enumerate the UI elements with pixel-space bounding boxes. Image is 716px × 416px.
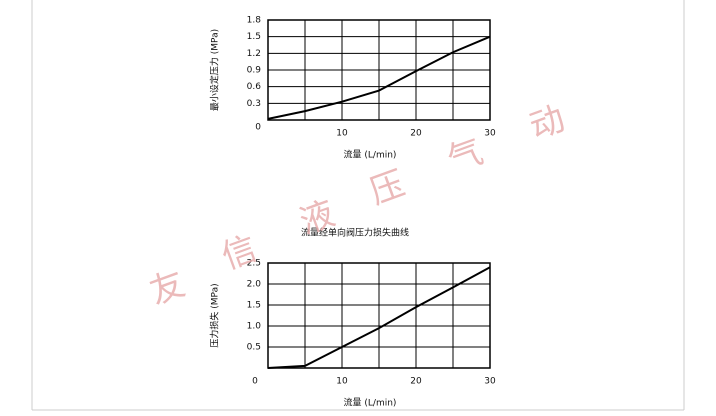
watermark: 友 xyxy=(145,264,191,313)
x-axis-label: 流量 (L/min) xyxy=(344,397,397,409)
data-line xyxy=(267,35,491,120)
y-tick-label: 0.3 xyxy=(247,99,261,109)
plot-frame xyxy=(267,262,491,369)
x-tick-label: 0 xyxy=(252,377,258,387)
y-axis-label: 最小设定压力 (MPa) xyxy=(209,29,221,111)
x-tick-label: 30 xyxy=(484,377,496,387)
watermark: 动 xyxy=(525,99,571,148)
watermark: 气 xyxy=(443,132,489,181)
y-tick-label: 1.5 xyxy=(247,32,261,42)
watermark: 压 xyxy=(365,164,411,213)
y-tick-label: 0.9 xyxy=(247,66,262,76)
y-tick-label: 1.2 xyxy=(247,49,261,59)
y-tick-label: 2.5 xyxy=(247,259,261,269)
y-tick-label: 0.6 xyxy=(247,82,262,92)
y-tick-label: 0 xyxy=(255,123,261,133)
x-tick-label: 10 xyxy=(336,129,348,139)
y-tick-label: 0.5 xyxy=(247,343,261,353)
data-line xyxy=(267,266,491,369)
x-tick-label: 20 xyxy=(410,377,422,387)
x-tick-label: 10 xyxy=(336,377,348,387)
plot-frame xyxy=(267,19,491,121)
x-axis-label: 流量 (L/min) xyxy=(344,149,397,161)
y-tick-label: 1.8 xyxy=(247,16,262,26)
y-tick-label: 1.0 xyxy=(247,322,262,332)
watermark: 信 xyxy=(217,229,263,278)
y-axis-label: 压力损失 (MPa) xyxy=(209,283,221,347)
x-tick-label: 20 xyxy=(410,129,422,139)
chart-title: 流量经单向阀压力损失曲线 xyxy=(301,227,409,239)
y-tick-label: 2.0 xyxy=(247,280,262,290)
x-tick-label: 30 xyxy=(484,129,496,139)
y-tick-label: 1.5 xyxy=(247,301,261,311)
